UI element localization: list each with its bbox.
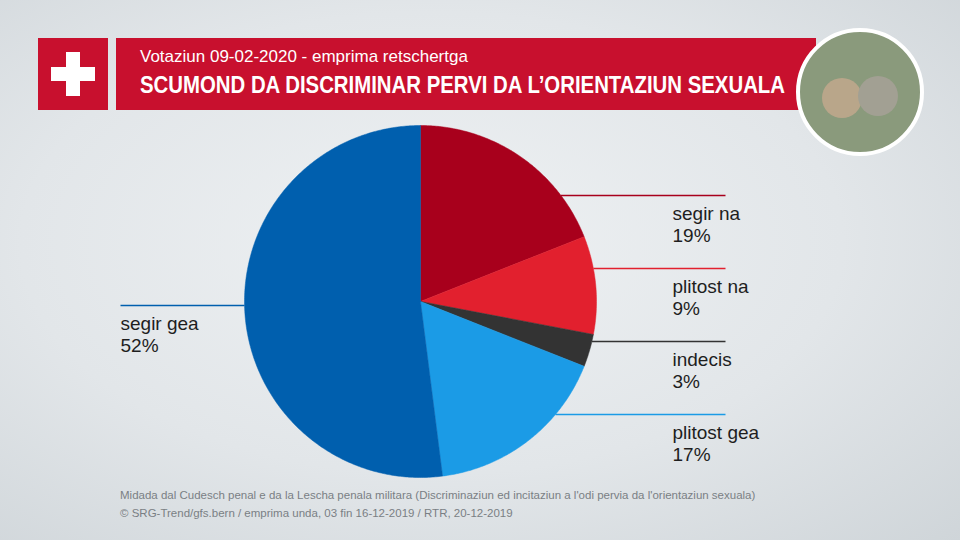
svg-text:3%: 3% [673,371,701,392]
svg-text:17%: 17% [673,444,711,465]
svg-text:plitost na: plitost na [673,276,749,297]
svg-text:segir na: segir na [673,203,741,224]
svg-text:SCUMOND DA DISCRIMINAR PERVI D: SCUMOND DA DISCRIMINAR PERVI DA L’ORIENT… [140,72,785,98]
svg-text:segir gea: segir gea [121,313,200,334]
svg-text:9%: 9% [673,298,701,319]
svg-text:plitost gea: plitost gea [673,422,760,443]
svg-text:© SRG-Trend/gfs.bern / empri: © SRG-Trend/gfs.bern / emprima unda, 03 … [120,507,513,519]
svg-text:Midada dal Cudesch penal e da: Midada dal Cudesch penal e da la Lescha … [120,489,756,501]
svg-text:indecis: indecis [673,349,732,370]
svg-text:52%: 52% [121,335,159,356]
svg-text:19%: 19% [673,225,711,246]
svg-text:Votaziun 09-02-2020 - emprima: Votaziun 09-02-2020 - emprima retschertg… [140,47,468,66]
